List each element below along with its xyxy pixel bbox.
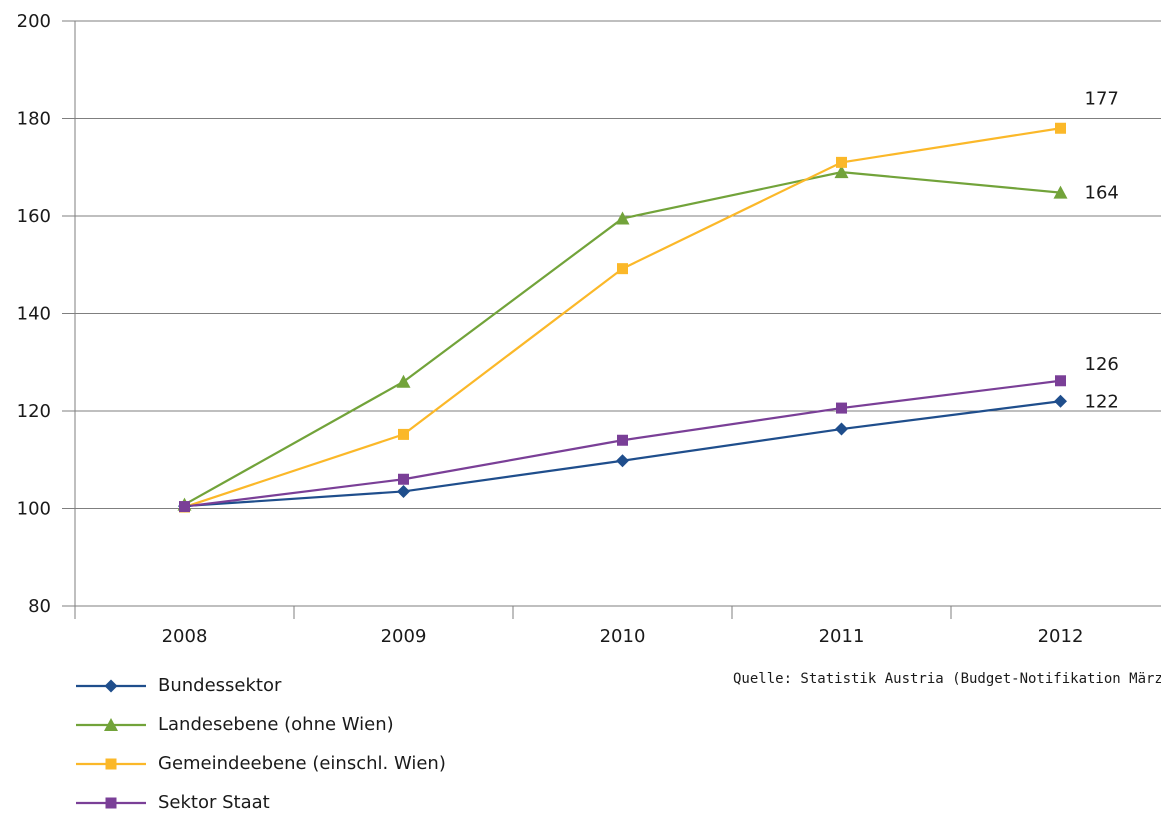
data-point [1054, 394, 1067, 408]
y-tick-label: 180 [17, 109, 51, 130]
series-line [184, 127, 1061, 509]
x-tick-label: 2008 [162, 626, 208, 647]
data-point [1055, 375, 1066, 387]
data-point [1055, 122, 1066, 134]
data-point [398, 473, 409, 485]
y-axis-ticks: 80 100 120 140 160 180 200 [17, 11, 51, 617]
data-point [616, 454, 629, 468]
end-labels: 177 164 126 122 [1085, 88, 1119, 412]
series-markers [177, 122, 1068, 513]
data-point [398, 428, 409, 440]
y-tick-label: 120 [17, 401, 51, 422]
end-label: 177 [1085, 88, 1119, 109]
legend-item-bundessektor: Bundessektor [74, 666, 446, 705]
legend-marker [105, 797, 117, 808]
data-point [835, 422, 848, 436]
legend-item-landesebene: Landesebene (ohne Wien) [74, 705, 446, 744]
legend-marker [104, 717, 118, 731]
x-tick-label: 2009 [381, 626, 427, 647]
series-lines [183, 127, 1061, 509]
source-note: Quelle: Statistik Austria (Budget-Notifi… [733, 671, 1161, 687]
y-tick-label: 80 [28, 596, 51, 617]
data-point [617, 263, 628, 275]
legend-key-sektor-staat [76, 797, 146, 808]
x-tick-label: 2012 [1038, 626, 1084, 647]
legend-label: Landesebene (ohne Wien) [158, 714, 394, 735]
legend-marker [104, 679, 118, 692]
legend-item-gemeindeebene: Gemeindeebene (einschl. Wien) [74, 744, 446, 783]
x-tick-label: 2011 [819, 626, 865, 647]
data-point [396, 374, 411, 388]
data-point [617, 434, 628, 446]
end-label: 126 [1085, 354, 1119, 375]
legend-label: Sektor Staat [158, 792, 270, 813]
x-tick-label: 2010 [600, 626, 646, 647]
legend: Bundessektor Landesebene (ohne Wien) Gem… [74, 666, 446, 822]
legend-key-gemeindeebene [76, 758, 146, 769]
end-label: 164 [1085, 183, 1119, 204]
y-tick-label: 140 [17, 304, 51, 325]
x-axis-ticks: 2008 2009 2010 2011 2012 [162, 626, 1084, 647]
y-tick-label: 200 [17, 11, 51, 32]
legend-key-bundessektor [76, 679, 146, 692]
data-point [836, 402, 847, 414]
y-tick-label: 100 [17, 499, 51, 520]
data-point [834, 165, 849, 179]
legend-item-sektor-staat: Sektor Staat [74, 783, 446, 822]
data-point [615, 211, 630, 225]
data-point [836, 156, 847, 168]
legend-marker [105, 758, 117, 769]
legend-key-landesebene [76, 717, 146, 731]
axes [74, 21, 952, 619]
gridlines [62, 20, 1161, 607]
end-label: 122 [1085, 391, 1119, 412]
y-tick-label: 160 [17, 206, 51, 227]
data-point [1053, 185, 1068, 199]
data-point [397, 484, 410, 498]
legend-label: Bundessektor [158, 675, 282, 696]
data-point [179, 501, 190, 513]
legend-label: Gemeindeebene (einschl. Wien) [158, 753, 446, 774]
